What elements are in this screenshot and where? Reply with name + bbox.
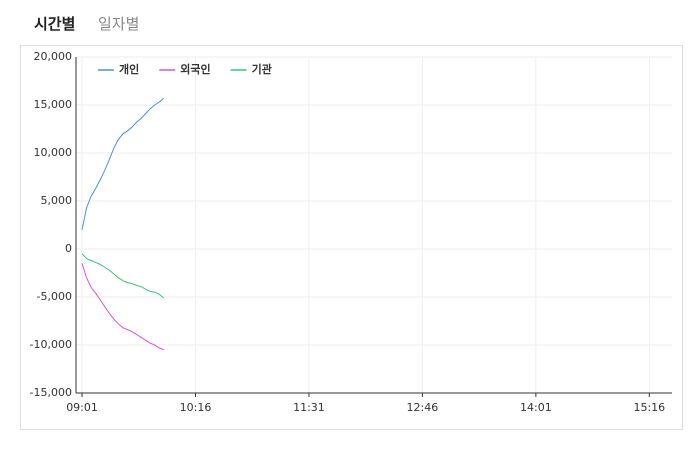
legend-label: 기관	[252, 62, 272, 76]
x-tick-label: 11:31	[293, 401, 325, 414]
legend-label: 개인	[119, 62, 139, 76]
tab[interactable]: 시간별	[34, 15, 76, 33]
x-tick-label: 09:01	[66, 401, 98, 414]
y-tick-label: -10,000	[30, 338, 72, 351]
y-tick-label: 10,000	[34, 146, 73, 159]
x-tick-label: 12:46	[407, 401, 439, 414]
chart-frame	[20, 45, 683, 430]
line-series	[81, 97, 165, 230]
x-tick-label: 10:16	[180, 401, 212, 414]
legend-label: 외국인	[180, 62, 210, 76]
line-series	[81, 253, 165, 299]
x-tick-label: 15:16	[633, 401, 665, 414]
y-tick-label: 20,000	[34, 50, 73, 63]
y-tick-label: -15,000	[30, 386, 72, 399]
y-tick-label: 5,000	[41, 194, 73, 207]
tab[interactable]: 일자별	[98, 15, 140, 33]
y-tick-label: 15,000	[34, 98, 73, 111]
y-tick-label: -5,000	[37, 290, 72, 303]
x-tick-label: 14:01	[520, 401, 552, 414]
line-series	[81, 263, 164, 351]
y-tick-label: 0	[65, 242, 72, 255]
